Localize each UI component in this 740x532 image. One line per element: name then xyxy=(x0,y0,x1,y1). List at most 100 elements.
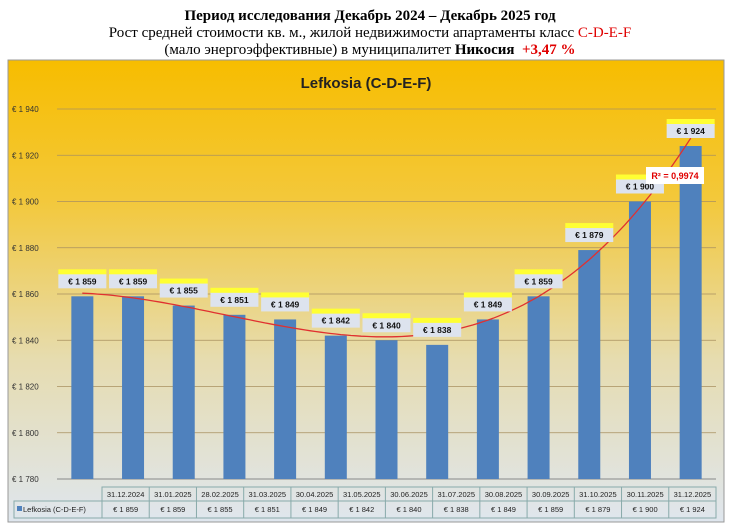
data-label: € 1 855 xyxy=(170,286,199,296)
table-category: 31.07.2025 xyxy=(437,490,475,499)
table-value: € 1 859 xyxy=(113,505,138,514)
table-value: € 1 849 xyxy=(491,505,516,514)
bar xyxy=(172,305,195,479)
r2-label: R² = 0,9974 xyxy=(646,167,704,184)
label-box xyxy=(666,124,715,138)
label-highlight xyxy=(615,174,664,181)
y-tick-label: € 1 880 xyxy=(12,244,39,253)
label-highlight xyxy=(565,223,614,230)
label-highlight xyxy=(210,287,259,294)
data-label: € 1 849 xyxy=(271,299,300,309)
data-label: € 1 879 xyxy=(575,230,604,240)
label-box xyxy=(463,297,512,312)
y-tick-label: € 1 860 xyxy=(12,290,39,299)
data-label: € 1 838 xyxy=(423,325,452,335)
label-highlight xyxy=(109,269,158,276)
label-box xyxy=(210,292,259,307)
table-value: € 1 879 xyxy=(585,505,610,514)
y-tick-label: € 1 940 xyxy=(12,105,39,114)
table-category: 31.10.2025 xyxy=(579,490,617,499)
table-category: 30.11.2025 xyxy=(627,490,664,499)
label-highlight xyxy=(58,269,107,276)
bar xyxy=(426,344,449,479)
table-category: 31.12.2025 xyxy=(674,490,712,499)
data-label: € 1 924 xyxy=(676,126,705,136)
y-tick-label: € 1 900 xyxy=(12,198,39,207)
label-box xyxy=(413,322,462,337)
table-category: 30.06.2025 xyxy=(390,490,428,499)
legend-swatch xyxy=(17,506,22,511)
bar xyxy=(527,296,550,479)
city-name: Никосия xyxy=(454,42,515,58)
y-tick-label: € 1 800 xyxy=(12,429,39,438)
bar xyxy=(628,201,651,479)
table-category: 31.05.2025 xyxy=(343,490,381,499)
table-category: 30.04.2025 xyxy=(296,490,334,499)
data-label: € 1 900 xyxy=(626,182,655,192)
bar xyxy=(274,319,297,479)
table-category: 30.09.2025 xyxy=(532,490,570,499)
data-label: € 1 859 xyxy=(119,276,148,286)
header-line3: (мало энергоэффективные) в муниципалитет… xyxy=(0,42,740,58)
label-highlight xyxy=(311,308,360,315)
bar xyxy=(375,340,398,479)
table-value: € 1 838 xyxy=(444,505,469,514)
y-tick-label: € 1 780 xyxy=(12,475,39,484)
subtitle-text: Рост средней стоимости кв. м., жилой нед… xyxy=(108,25,578,41)
table-category: 31.03.2025 xyxy=(249,490,287,499)
table-value: € 1 851 xyxy=(255,505,280,514)
chart-title: Lefkosia (C-D-E-F) xyxy=(301,75,432,92)
label-highlight xyxy=(463,292,512,299)
table-category: 30.08.2025 xyxy=(485,490,523,499)
label-highlight xyxy=(159,278,208,285)
table-value: € 1 859 xyxy=(538,505,563,514)
label-highlight xyxy=(413,317,462,324)
table-value: € 1 859 xyxy=(160,505,185,514)
data-label: € 1 842 xyxy=(322,316,351,326)
data-label: € 1 849 xyxy=(474,299,503,309)
r2-text: R² = 0,9974 xyxy=(651,171,698,181)
table-category: 31.01.2025 xyxy=(154,490,192,499)
label-box xyxy=(261,297,310,312)
label-box xyxy=(565,228,614,243)
table-value: € 1 924 xyxy=(680,505,705,514)
label-highlight xyxy=(514,269,563,276)
table-category: 28.02.2025 xyxy=(201,490,239,499)
header-title: Период исследования Декабрь 2024 – Декаб… xyxy=(184,8,556,24)
bar xyxy=(71,296,94,479)
bar xyxy=(223,314,246,479)
y-tick-label: € 1 920 xyxy=(12,151,39,160)
label-box xyxy=(362,318,411,333)
table-value: € 1 842 xyxy=(349,505,374,514)
label-highlight xyxy=(261,292,310,299)
chart-area xyxy=(7,59,725,523)
label-highlight xyxy=(666,119,715,125)
bar xyxy=(324,335,347,479)
table-value: € 1 900 xyxy=(633,505,658,514)
data-label: € 1 859 xyxy=(524,276,553,286)
data-label: € 1 840 xyxy=(372,320,401,330)
table-value: € 1 855 xyxy=(208,505,233,514)
table-category: 31.12.2024 xyxy=(107,490,145,499)
label-box xyxy=(514,274,563,289)
table-value: € 1 840 xyxy=(396,505,421,514)
label-box xyxy=(109,274,158,289)
label-highlight xyxy=(362,313,411,320)
data-label: € 1 859 xyxy=(68,276,97,286)
label-box xyxy=(159,283,208,298)
bar xyxy=(679,146,702,479)
table-value: € 1 849 xyxy=(302,505,327,514)
bar xyxy=(578,250,601,479)
data-label: € 1 851 xyxy=(220,295,249,305)
label-box xyxy=(58,274,107,289)
change-percent: +3,47 % xyxy=(522,42,576,58)
header-subtitle: Рост средней стоимости кв. м., жилой нед… xyxy=(0,25,740,41)
bar xyxy=(476,319,499,479)
line3-text: (мало энергоэффективные) в муниципалитет xyxy=(164,42,455,58)
subtitle-class: C-D-E-F xyxy=(577,25,632,41)
legend-label: Lefkosia (C-D-E-F) xyxy=(23,505,86,514)
table-data-row xyxy=(13,500,717,519)
y-tick-label: € 1 820 xyxy=(12,383,39,392)
label-box xyxy=(311,313,360,328)
y-tick-label: € 1 840 xyxy=(12,336,39,345)
